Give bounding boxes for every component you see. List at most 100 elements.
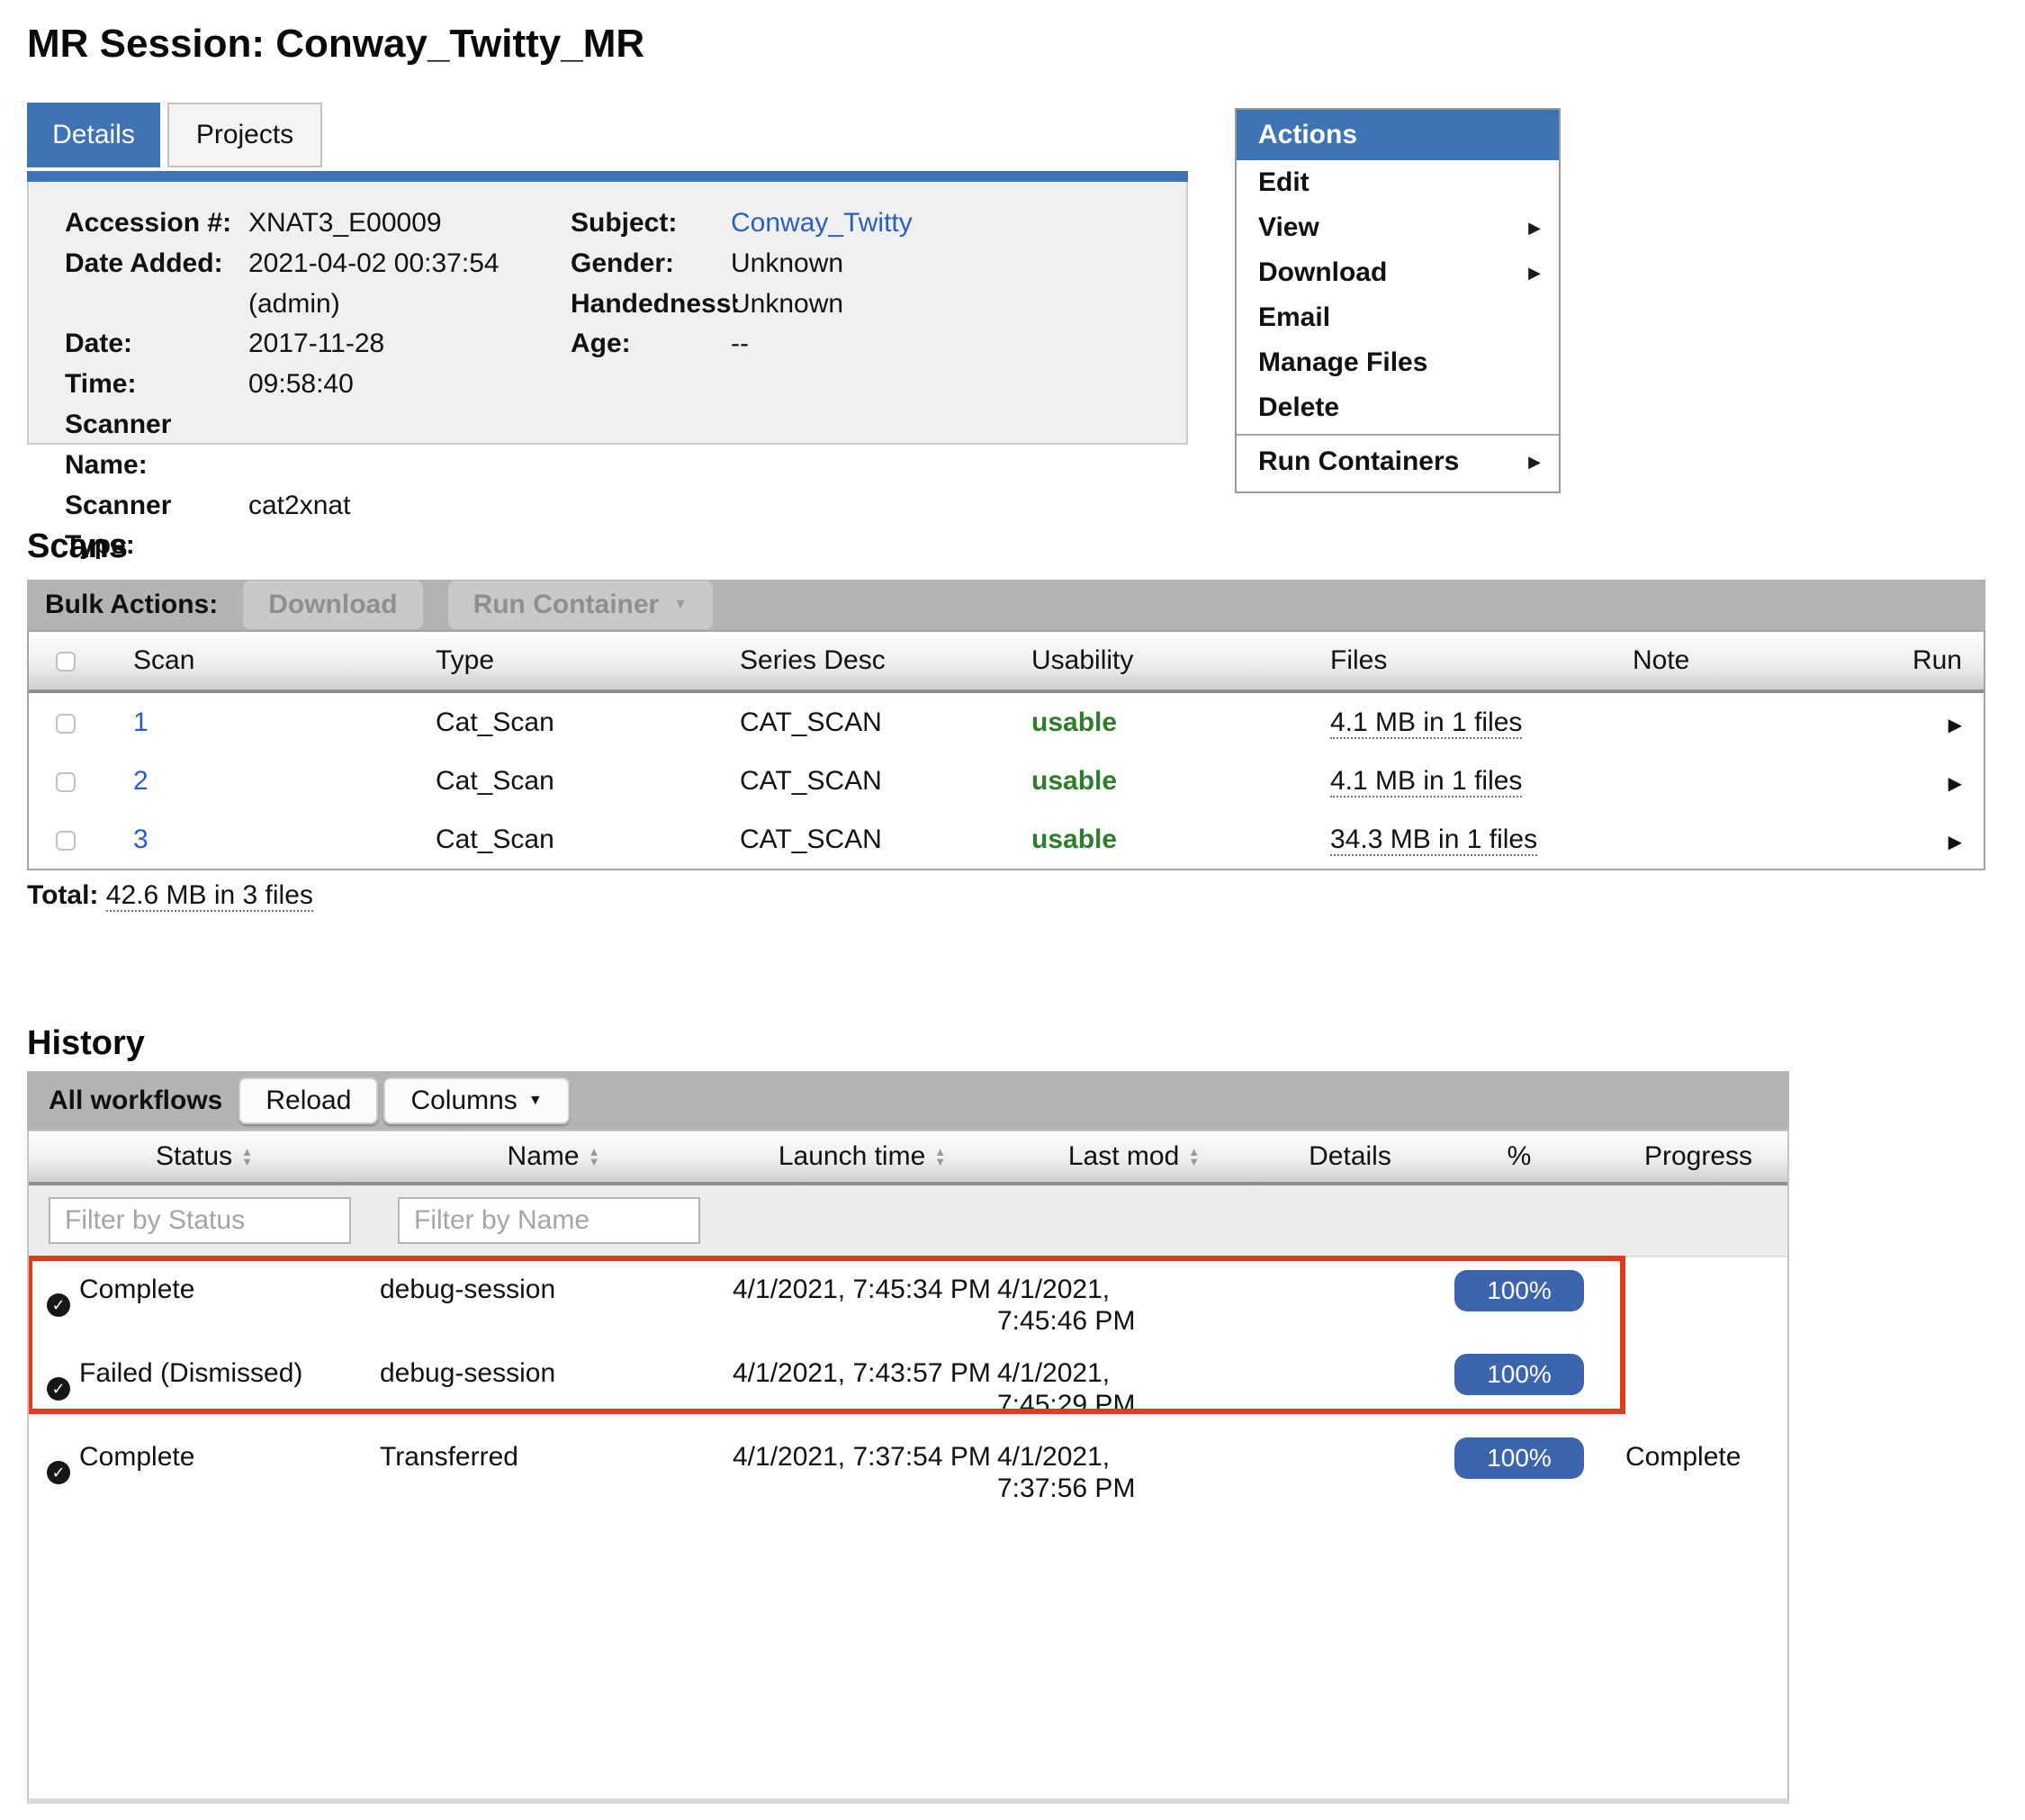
scans-table-header: Scan Type Series Desc Usability Files No… [29,632,1984,693]
run-scan-icon[interactable]: ▶ [1948,773,1962,794]
run-column-header: Run [1912,645,1962,675]
sort-icon[interactable]: ▲ ▼ [1188,1145,1201,1168]
scan-files-link[interactable]: 4.1 MB in 1 files [1330,765,1523,797]
scans-table: Scan Type Series Desc Usability Files No… [27,630,1985,870]
date-added-value: 2021-04-02 00:37:54 (admin) [248,248,500,319]
scan-id-link[interactable]: 3 [133,824,148,854]
workflow-launch-time: 4/1/2021, 7:45:34 PM [733,1275,991,1304]
scan-type: Cat_Scan [436,707,554,737]
detail-row-date: Date: 2017-11-28 [65,324,569,365]
tab-details[interactable]: Details [27,103,160,167]
action-edit[interactable]: Edit [1258,167,1310,197]
tab-projects[interactable]: Projects [167,103,322,167]
workflow-row: ✓ Failed (Dismissed) debug-session 4/1/2… [29,1341,1787,1425]
action-run-containers[interactable]: Run Containers ▶ [1258,446,1541,476]
scan-table-row: 2 Cat_Scan CAT_SCAN usable 4.1 MB in 1 f… [29,752,1984,810]
scanner-type-value: cat2xnat [248,490,351,520]
action-manage-files[interactable]: Manage Files [1258,347,1428,377]
action-delete[interactable]: Delete [1258,392,1340,422]
scan-column-header: Scan [133,645,195,675]
submenu-arrow-icon: ▶ [1528,452,1541,471]
scan-files-link[interactable]: 4.1 MB in 1 files [1330,707,1523,739]
run-scan-icon[interactable]: ▶ [1948,832,1962,852]
scan-row-checkbox[interactable] [56,713,76,734]
all-workflows-label: All workflows [49,1085,223,1115]
total-files-link[interactable]: 42.6 MB in 3 files [105,880,313,912]
percent-badge: 100% [1454,1270,1584,1311]
workflow-last-mod: 4/1/2021, 7:45:29 PM [997,1358,1136,1419]
details-column-header: Details [1309,1141,1391,1171]
scan-files-link[interactable]: 34.3 MB in 1 files [1330,824,1538,856]
workflow-last-mod: 4/1/2021, 7:45:46 PM [997,1275,1136,1336]
status-column-header[interactable]: Status ▲ ▼ [156,1141,253,1171]
detail-row-scanner-name: Scanner Name: [65,409,172,480]
scans-panel: Bulk Actions: Download Run Container ▼ S… [27,580,1985,870]
bulk-run-container-button[interactable]: Run Container ▼ [447,581,714,629]
gender-value: Unknown [731,248,844,278]
filter-by-name-input[interactable] [398,1197,700,1244]
workflow-progress [1609,1341,1787,1425]
filter-by-status-input[interactable] [49,1197,351,1244]
progress-column-header: Progress [1643,1141,1753,1171]
reload-button[interactable]: Reload [238,1077,379,1124]
tab-bar: Details Projects [27,103,322,167]
action-download[interactable]: Download ▶ [1258,257,1541,287]
sort-icon[interactable]: ▲ ▼ [588,1145,600,1168]
dropdown-arrow-icon: ▼ [527,1092,543,1108]
status-check-icon: ✓ [47,1293,70,1317]
workflow-progress [1609,1257,1787,1341]
scan-table-row: 3 Cat_Scan CAT_SCAN usable 34.3 MB in 1 … [29,810,1984,869]
age-value: -- [731,329,749,359]
dropdown-arrow-icon: ▼ [673,597,688,612]
status-check-icon: ✓ [47,1461,70,1484]
scans-heading: Scans [27,527,128,565]
action-view[interactable]: View ▶ [1258,212,1541,242]
workflow-launch-time: 4/1/2021, 7:37:54 PM [733,1442,991,1472]
files-column-header: Files [1330,645,1388,675]
columns-button[interactable]: Columns ▼ [383,1077,570,1124]
workflow-details [1271,1341,1429,1425]
scans-total: Total: 42.6 MB in 3 files [27,880,313,912]
detail-row-gender: Gender: Unknown [571,244,1165,284]
bulk-download-button[interactable]: Download [243,581,423,629]
tab-details-label: Details [52,120,135,149]
sort-icon[interactable]: ▲ ▼ [934,1145,947,1168]
handedness-value: Unknown [731,288,844,319]
select-all-checkbox[interactable] [56,652,76,672]
workflow-status: Complete [79,1275,195,1304]
name-column-header[interactable]: Name ▲ ▼ [507,1141,600,1171]
scan-row-checkbox[interactable] [56,830,76,851]
note-column-header: Note [1633,645,1690,675]
workflow-status: Complete [79,1442,195,1472]
workflow-progress: Complete [1625,1442,1742,1472]
percent-badge: 100% [1454,1354,1584,1395]
scan-series-desc: CAT_SCAN [740,707,882,737]
series-desc-column-header: Series Desc [740,645,886,675]
sort-icon[interactable]: ▲ ▼ [241,1145,253,1168]
scan-id-link[interactable]: 2 [133,765,148,796]
detail-row-subject: Subject: Conway_Twitty [571,203,1165,244]
last-mod-column-header[interactable]: Last mod ▲ ▼ [1067,1141,1201,1171]
history-table: Status ▲ ▼ Name ▲ ▼ Launch time ▲ ▼ Last mo… [27,1130,1789,1804]
scan-row-checkbox[interactable] [56,771,76,792]
scan-type: Cat_Scan [436,765,554,796]
scan-series-desc: CAT_SCAN [740,765,882,796]
scan-usability: usable [1031,707,1118,737]
history-toolbar: All workflows Reload Columns ▼ [27,1071,1789,1130]
subject-link[interactable]: Conway_Twitty [731,208,913,238]
workflow-status: Failed (Dismissed) [79,1358,303,1388]
history-table-header: Status ▲ ▼ Name ▲ ▼ Launch time ▲ ▼ Last mo… [29,1131,1787,1185]
percent-badge: 100% [1454,1437,1584,1479]
scan-id-link[interactable]: 1 [133,707,148,737]
tab-projects-label: Projects [195,120,294,149]
launch-time-column-header[interactable]: Launch time ▲ ▼ [778,1141,947,1171]
page-title: MR Session: Conway_Twitty_MR [27,22,645,66]
workflow-row: ✓ Complete Transferred 4/1/2021, 7:37:54… [29,1425,1787,1509]
action-email[interactable]: Email [1258,302,1331,332]
workflow-details [1271,1257,1429,1341]
run-scan-icon[interactable]: ▶ [1948,715,1962,735]
scan-type: Cat_Scan [436,824,554,854]
scan-usability: usable [1031,824,1118,854]
date-value: 2017-11-28 [248,329,385,359]
